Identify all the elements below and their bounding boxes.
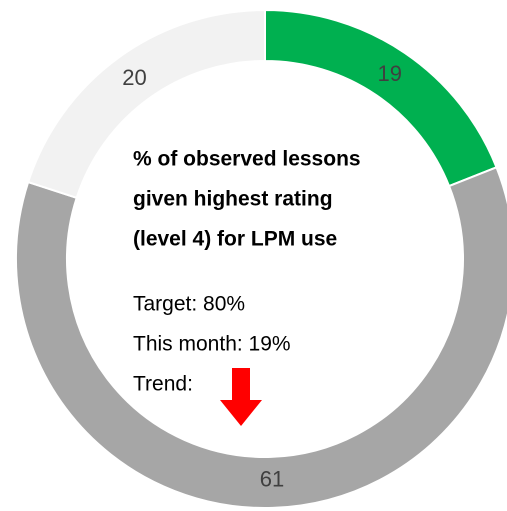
data-labels: 19 61 20 (122, 61, 402, 492)
data-label: 61 (260, 467, 284, 492)
annotation: This month: 19% (133, 333, 291, 356)
trend-arrow (220, 368, 262, 426)
donut (15, 8, 507, 509)
data-label: 19 (378, 61, 402, 86)
donut-segment (26, 8, 266, 200)
donut-segment (15, 166, 507, 509)
annotation: Trend: (133, 373, 193, 396)
data-label: 20 (122, 65, 146, 90)
annotation: Target: 80% (133, 293, 245, 316)
title-line: (level 4) for LPM use (133, 228, 337, 251)
title-line: given highest rating (133, 188, 333, 211)
title-line: % of observed lessons (133, 148, 361, 171)
